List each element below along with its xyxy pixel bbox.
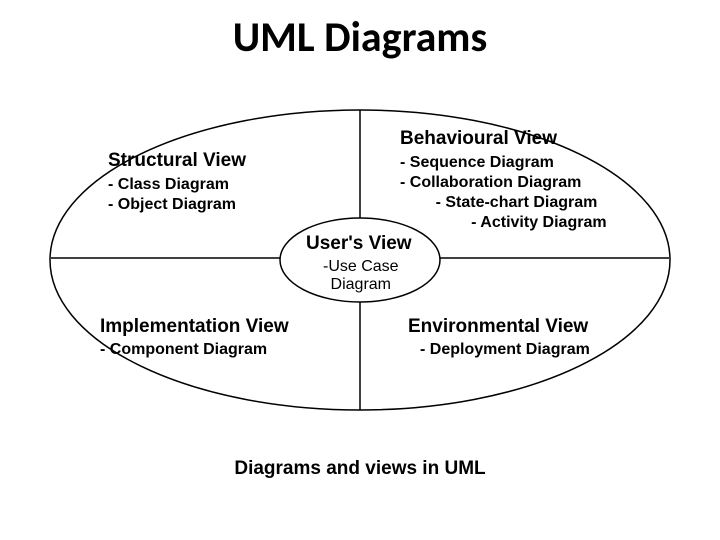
structural-view-items: - Class Diagram - Object Diagram xyxy=(108,175,236,215)
environmental-view-items: - Deployment Diagram xyxy=(420,340,590,360)
users-view-items: -Use Case Diagram xyxy=(323,258,399,295)
users-view-heading: User's View xyxy=(306,233,412,255)
implementation-view-items: - Component Diagram xyxy=(100,340,267,360)
implementation-view-heading: Implementation View xyxy=(100,316,289,338)
behavioural-view-items: - Sequence Diagram - Collaboration Diagr… xyxy=(400,153,607,233)
structural-view-heading: Structural View xyxy=(108,150,246,172)
environmental-view-heading: Environmental View xyxy=(408,316,588,338)
behavioural-view-heading: Behavioural View xyxy=(400,128,557,150)
diagram-caption: Diagrams and views in UML xyxy=(0,458,720,480)
